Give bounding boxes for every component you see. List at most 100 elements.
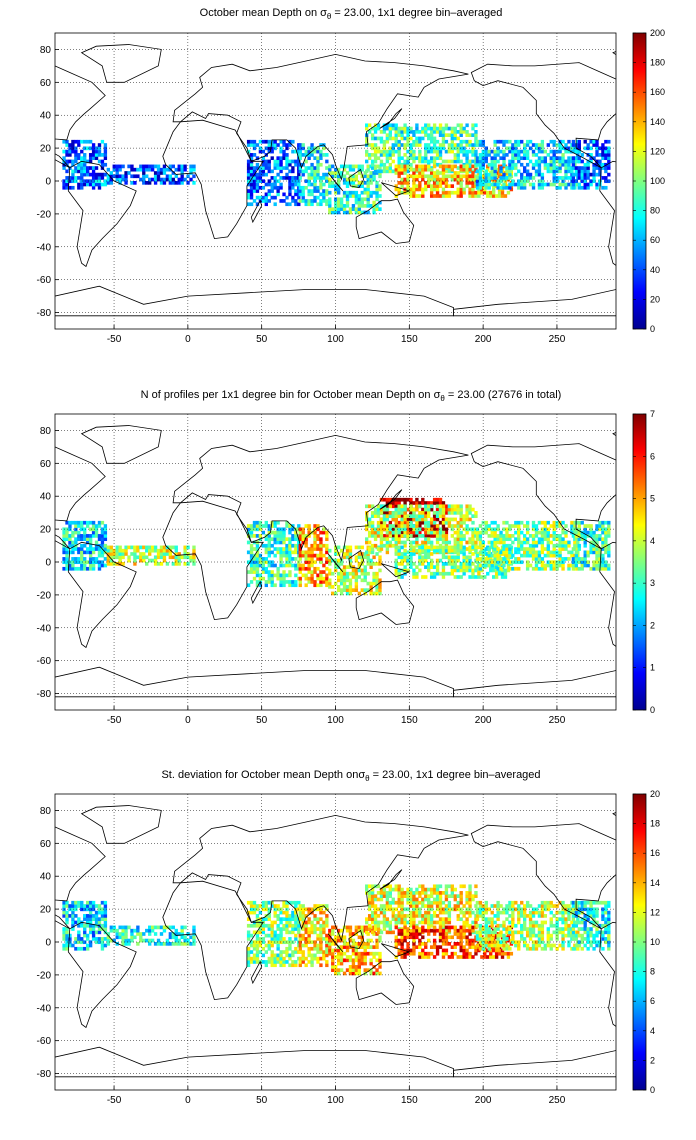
data-bin bbox=[412, 552, 416, 556]
data-bin bbox=[357, 171, 361, 175]
data-bin bbox=[180, 942, 184, 946]
data-bin bbox=[124, 171, 128, 175]
data-bin bbox=[370, 133, 375, 137]
data-bin bbox=[282, 540, 286, 545]
data-bin bbox=[148, 558, 152, 563]
data-bin bbox=[80, 156, 84, 161]
data-bin bbox=[415, 517, 419, 522]
data-bin bbox=[354, 955, 359, 959]
data-bin bbox=[294, 149, 298, 154]
data-bin bbox=[435, 194, 440, 198]
data-bin bbox=[549, 524, 553, 528]
data-bin bbox=[365, 527, 369, 532]
data-bin bbox=[388, 169, 392, 174]
data-bin bbox=[62, 547, 66, 551]
data-bin bbox=[502, 537, 506, 542]
coastline bbox=[453, 670, 616, 698]
data-bin bbox=[252, 524, 257, 528]
data-bin bbox=[331, 925, 335, 930]
data-bin bbox=[62, 946, 66, 951]
data-bin bbox=[567, 566, 571, 571]
data-bin bbox=[183, 548, 187, 553]
data-bin bbox=[601, 176, 605, 180]
data-bin bbox=[71, 172, 75, 177]
data-bin bbox=[543, 537, 548, 542]
data-bin bbox=[258, 563, 263, 568]
data-bin bbox=[453, 537, 457, 542]
data-bin bbox=[91, 557, 96, 561]
data-bin bbox=[156, 548, 161, 553]
data-bin bbox=[279, 162, 283, 167]
data-bin bbox=[252, 923, 257, 928]
data-bin bbox=[459, 164, 463, 169]
data-bin bbox=[252, 185, 257, 190]
data-bin bbox=[249, 172, 254, 177]
data-bin bbox=[249, 176, 254, 180]
data-bin bbox=[264, 963, 268, 968]
data-bin bbox=[607, 547, 611, 551]
data-bin bbox=[418, 545, 422, 550]
data-bin bbox=[415, 520, 419, 525]
data-bin bbox=[418, 527, 422, 532]
data-bin bbox=[438, 123, 443, 128]
data-bin bbox=[564, 143, 568, 147]
data-bin bbox=[441, 552, 446, 556]
data-bin bbox=[595, 185, 599, 190]
data-bin bbox=[502, 182, 506, 187]
data-bin bbox=[432, 187, 437, 192]
data-bin bbox=[571, 182, 576, 187]
data-bin bbox=[459, 184, 463, 188]
data-bin bbox=[261, 923, 266, 928]
data-bin bbox=[528, 547, 533, 551]
data-bin bbox=[478, 139, 483, 144]
data-bin bbox=[80, 172, 84, 177]
data-bin bbox=[65, 530, 69, 535]
data-bin bbox=[601, 537, 605, 542]
data-bin bbox=[282, 950, 286, 954]
data-bin bbox=[427, 514, 431, 518]
data-bin bbox=[394, 504, 398, 509]
data-bin bbox=[427, 149, 431, 154]
data-bin bbox=[77, 566, 81, 571]
data-bin bbox=[118, 167, 122, 172]
data-bin bbox=[589, 566, 593, 571]
data-bin bbox=[369, 558, 373, 563]
data-bin bbox=[465, 540, 469, 545]
data-bin bbox=[252, 907, 257, 912]
data-bin bbox=[435, 537, 440, 542]
data-bin bbox=[255, 534, 260, 538]
data-bin bbox=[348, 925, 353, 930]
data-bin bbox=[502, 563, 506, 568]
data-bin bbox=[282, 904, 286, 908]
data-bin bbox=[432, 149, 437, 154]
data-bin bbox=[258, 146, 263, 151]
data-bin bbox=[409, 153, 413, 157]
data-bin bbox=[412, 571, 416, 576]
data-bin bbox=[145, 167, 149, 172]
data-bin bbox=[595, 172, 599, 177]
data-bin bbox=[468, 143, 472, 147]
data-bin bbox=[322, 527, 326, 532]
data-bin bbox=[168, 177, 173, 182]
data-bin bbox=[493, 149, 497, 154]
data-bin bbox=[435, 504, 440, 509]
data-bin bbox=[136, 928, 140, 933]
data-region-0 bbox=[62, 900, 108, 951]
data-bin bbox=[456, 552, 460, 556]
data-bin bbox=[366, 558, 370, 563]
data-bin bbox=[62, 914, 66, 918]
data-region-3 bbox=[298, 524, 329, 588]
data-bin bbox=[369, 581, 373, 586]
data-bin bbox=[432, 548, 437, 553]
data-bin bbox=[379, 540, 384, 545]
x-tick-label: 250 bbox=[549, 334, 566, 345]
data-bin bbox=[301, 530, 305, 535]
gridlines bbox=[55, 414, 616, 710]
data-bin bbox=[88, 927, 93, 931]
data-bin bbox=[429, 126, 434, 131]
data-bin bbox=[276, 547, 280, 551]
data-bin bbox=[156, 942, 161, 946]
data-bin bbox=[441, 143, 446, 147]
data-bin bbox=[174, 545, 178, 550]
data-bin bbox=[505, 185, 509, 190]
